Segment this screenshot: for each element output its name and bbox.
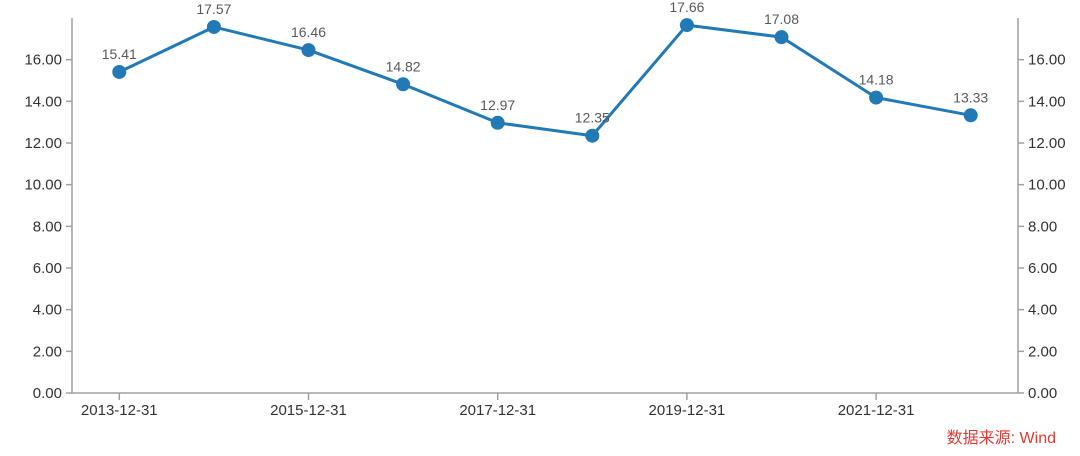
data-label: 14.82 (386, 58, 421, 74)
y-axis-right-tick-label: 8.00 (1028, 218, 1057, 235)
y-axis-right-tick-label: 10.00 (1028, 177, 1066, 194)
data-point (963, 108, 978, 123)
y-axis-left-tick-label: 12.00 (24, 135, 62, 152)
x-axis-tick-label: 2019-12-31 (649, 402, 726, 419)
data-label: 12.97 (480, 97, 515, 113)
data-point (206, 19, 221, 34)
y-axis-left-tick-label: 10.00 (24, 177, 62, 194)
line-series (117, 23, 973, 138)
data-label: 17.66 (669, 0, 704, 15)
y-axis-left-tick-label: 6.00 (33, 260, 62, 277)
y-axis-right-tick-label: 4.00 (1028, 302, 1057, 319)
x-axis-tick-label: 2021-12-31 (838, 402, 915, 419)
line-chart: 0.00 2.00 4.00 6.00 8.00 10.00 12.00 14.00 16.00… (24, 0, 1066, 419)
data-point (396, 77, 411, 92)
data-label: 16.46 (291, 24, 326, 40)
y-axis-right-tick-label: 16.00 (1028, 52, 1066, 69)
y-axis-left-tick-label: 2.00 (33, 343, 62, 360)
data-point (301, 43, 316, 58)
data-label: 17.57 (196, 1, 231, 17)
y-axis-left-tick-label: 4.00 (33, 302, 62, 319)
data-point (112, 64, 127, 79)
y-axis-right-tick-label: 0.00 (1028, 385, 1057, 402)
data-point (585, 128, 600, 143)
data-label: 13.33 (953, 89, 988, 105)
data-point (679, 18, 694, 33)
y-axis-right-tick-label: 6.00 (1028, 260, 1057, 277)
y-axis-left-tick-label: 14.00 (24, 93, 62, 110)
data-source-note: 数据来源: Wind (946, 430, 1056, 447)
x-axis-tick-label: 2017-12-31 (459, 402, 536, 419)
data-point (490, 115, 505, 130)
y-axis-left-tick-label: 16.00 (24, 52, 62, 69)
data-label: 17.08 (764, 11, 799, 27)
x-axis-tick-label: 2015-12-31 (270, 402, 347, 419)
y-axis-left-tick-label: 0.00 (33, 385, 62, 402)
data-label: 12.35 (575, 110, 610, 126)
data-label: 14.18 (859, 72, 894, 88)
y-axis-left-tick-label: 8.00 (33, 218, 62, 235)
line-chart-svg: 0.00 2.00 4.00 6.00 8.00 10.00 12.00 14.00 16.00… (24, 0, 1066, 419)
y-axis-right-tick-label: 14.00 (1028, 93, 1066, 110)
y-axis-right-tick-label: 2.00 (1028, 343, 1057, 360)
data-point (869, 90, 884, 105)
y-axis-right-tick-label: 12.00 (1028, 135, 1066, 152)
data-label: 15.41 (102, 46, 137, 62)
data-point (774, 30, 789, 45)
x-axis-tick-label: 2013-12-31 (81, 402, 158, 419)
